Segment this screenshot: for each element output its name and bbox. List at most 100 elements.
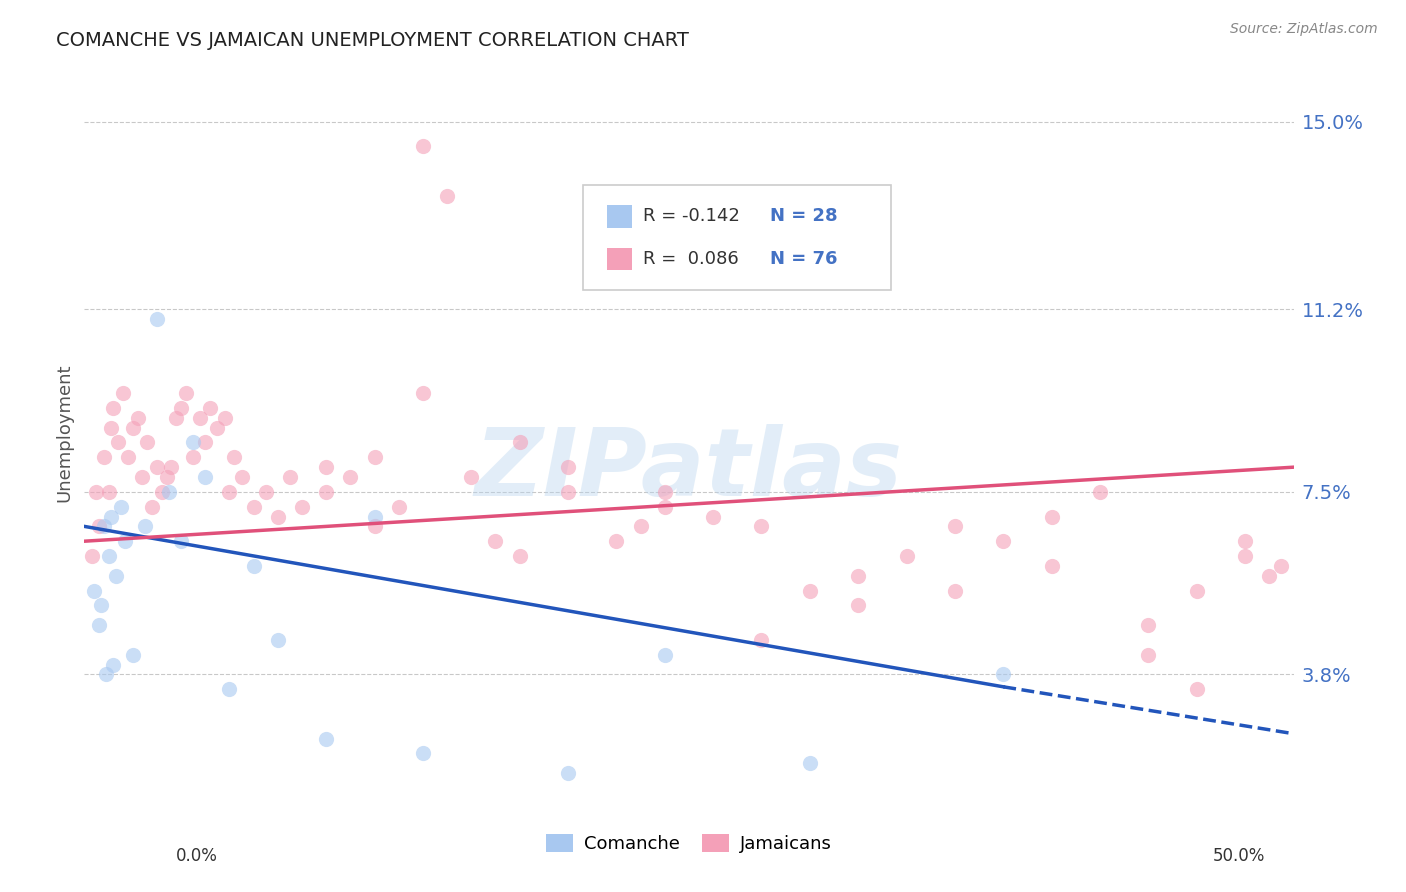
Point [557,460,579,475]
Point [363,450,385,465]
Point [160,460,183,475]
Point [1234,549,1257,563]
Point [86,484,108,499]
Point [114,534,136,549]
Point [194,435,217,450]
Point [339,470,361,484]
Point [100,509,122,524]
Point [412,386,434,401]
Point [1185,583,1208,598]
Point [1040,509,1063,524]
Point [174,386,197,401]
Point [190,410,212,425]
Point [1258,568,1281,582]
Point [80,549,103,563]
Point [103,657,125,672]
Point [993,667,1015,681]
Point [146,460,169,475]
Point [943,583,966,598]
Point [799,756,821,771]
Text: 50.0%: 50.0% [1213,847,1265,865]
Point [315,731,337,746]
Text: Source: ZipAtlas.com: Source: ZipAtlas.com [1230,22,1378,37]
Point [170,401,193,415]
Point [117,450,139,465]
Point [315,484,337,499]
Point [630,519,652,533]
Point [134,519,156,533]
Point [94,667,117,681]
Point [170,534,193,549]
Point [1185,682,1208,697]
Point [97,549,120,563]
Point [412,747,434,761]
Point [654,500,676,514]
Point [388,500,411,514]
Y-axis label: Unemployment: Unemployment [55,363,73,502]
Point [267,509,290,524]
Point [141,500,163,514]
Point [702,509,724,524]
Point [1270,558,1292,573]
Point [112,386,135,401]
Text: COMANCHE VS JAMAICAN UNEMPLOYMENT CORRELATION CHART: COMANCHE VS JAMAICAN UNEMPLOYMENT CORREL… [56,31,689,50]
Text: R = -0.142: R = -0.142 [644,207,740,226]
Point [846,568,869,582]
Point [194,470,217,484]
Point [100,420,122,434]
Point [214,410,236,425]
Point [131,470,153,484]
Point [155,470,177,484]
Point [136,435,159,450]
Point [509,549,531,563]
Point [654,484,676,499]
Point [315,460,337,475]
Point [103,401,125,415]
Point [181,435,204,450]
Text: N = 76: N = 76 [770,250,838,268]
Point [157,484,180,499]
Point [291,500,314,514]
Text: N = 28: N = 28 [770,207,838,226]
Point [460,470,482,484]
Text: ZIPatlas: ZIPatlas [475,424,903,516]
Point [363,509,385,524]
Point [110,500,132,514]
Point [654,648,676,662]
Point [254,484,277,499]
Point [846,599,869,613]
Point [150,484,173,499]
Point [231,470,253,484]
Point [1088,484,1111,499]
Point [605,534,627,549]
Point [993,534,1015,549]
Point [242,558,264,573]
Point [93,519,115,533]
Point [207,420,229,434]
Point [90,599,112,613]
Point [557,484,579,499]
Point [87,519,110,533]
Point [104,568,127,582]
Point [751,632,773,647]
Point [1137,618,1160,632]
Point [751,519,773,533]
Point [218,682,240,697]
Point [509,435,531,450]
Legend: Comanche, Jamaicans: Comanche, Jamaicans [538,827,839,861]
Point [412,139,434,153]
Point [127,410,149,425]
Point [436,188,458,202]
Point [121,420,143,434]
Point [799,583,821,598]
Point [1137,648,1160,662]
Point [267,632,290,647]
Point [87,618,110,632]
Point [97,484,120,499]
Point [93,450,115,465]
Point [896,549,918,563]
Point [218,484,240,499]
Point [146,312,169,326]
Point [278,470,301,484]
Point [83,583,105,598]
